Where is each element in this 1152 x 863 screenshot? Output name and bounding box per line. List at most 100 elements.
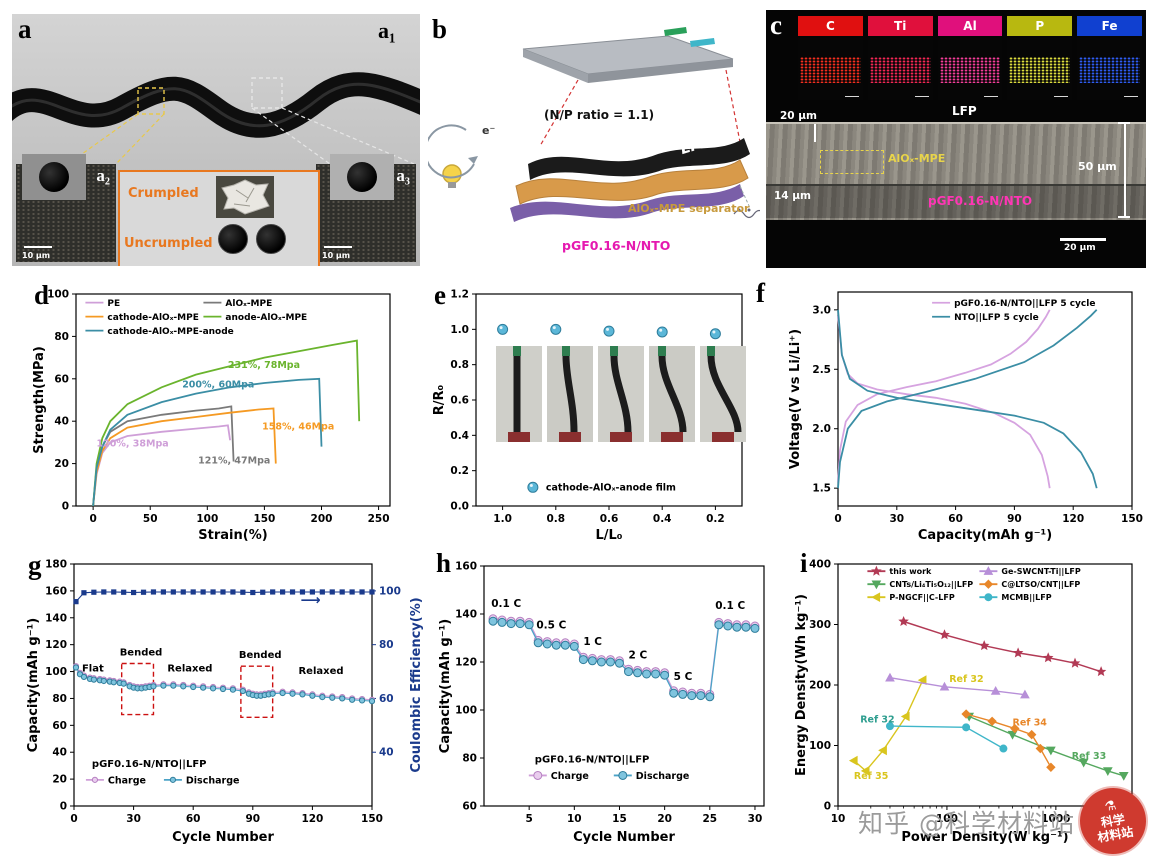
scale-bar (1060, 238, 1106, 241)
panel-f-chart: 0 30 60 90 120 150 1.5 2.0 2.5 3.0 Capacity(mAh g⁻… (786, 284, 1144, 546)
svg-text:2 C: 2 C (629, 649, 648, 661)
svg-text:Capacity(mAh g⁻¹): Capacity(mAh g⁻¹) (438, 619, 453, 753)
svg-text:100: 100 (379, 585, 401, 597)
svg-text:150: 150 (1121, 513, 1143, 525)
separator-label: AlOₓ-MPE separator (628, 202, 750, 215)
crumpled-label: Crumpled (128, 186, 199, 201)
eds-element-label: P (1007, 16, 1073, 36)
svg-text:20: 20 (657, 813, 672, 825)
svg-text:Discharge: Discharge (186, 775, 240, 786)
eds-map-P (1007, 38, 1073, 100)
tab-cyan (690, 38, 715, 47)
svg-text:R/R₀: R/R₀ (432, 384, 447, 415)
twisted-film-illustration (12, 72, 420, 165)
lfp-thickness-label: 20 μm (780, 110, 817, 122)
svg-text:0.1 C: 0.1 C (491, 598, 521, 610)
svg-text:P-NGCF||C-LFP: P-NGCF||C-LFP (889, 593, 954, 602)
svg-text:120: 120 (1062, 513, 1084, 525)
svg-text:30: 30 (126, 813, 141, 825)
panel-f-letter: f (756, 278, 765, 308)
svg-text:160: 160 (45, 585, 67, 597)
svg-text:0.8: 0.8 (450, 359, 469, 371)
svg-text:20: 20 (52, 774, 67, 786)
electron-loop-arrow (428, 124, 475, 179)
svg-text:200%, 60Mpa: 200%, 60Mpa (182, 379, 254, 390)
eds-cell-C: C (798, 16, 863, 100)
svg-text:Voltage(V vs Li/Li⁺): Voltage(V vs Li/Li⁺) (788, 329, 803, 469)
svg-text:0.5 C: 0.5 C (536, 619, 566, 631)
svg-text:0: 0 (89, 513, 96, 525)
svg-text:Relaxed: Relaxed (167, 664, 212, 675)
tab-green (664, 27, 687, 36)
panel-h-chart: 5 10 15 20 25 30 60 80 100 120 140 160 Cycle Number C… (436, 556, 774, 848)
anode-layer (510, 184, 744, 222)
svg-text:250: 250 (368, 513, 390, 525)
svg-text:50: 50 (143, 513, 158, 525)
svg-text:this work: this work (889, 567, 932, 576)
svg-text:2.0: 2.0 (812, 423, 831, 435)
svg-text:0: 0 (824, 801, 831, 813)
total-thickness-label: 50 μm (1078, 160, 1117, 173)
svg-text:⟶: ⟶ (300, 592, 320, 608)
panel-b: b (N/P ratio = 1.1) LFP AlOₓ-MPE separat… (428, 14, 760, 266)
svg-text:MCMB||LFP: MCMB||LFP (1001, 593, 1051, 602)
svg-text:300: 300 (809, 619, 831, 631)
flat-disc (218, 224, 248, 254)
panel-e-chart: 1.0 0.8 0.6 0.4 0.2 0.0 0.2 0.4 0.6 0.8 1.0 1.2 L/L₀… (430, 286, 754, 546)
chart-svg-i: 10100100050000100200300400Power Density(… (794, 559, 1147, 846)
panel-a2-letter: a₂ (96, 166, 110, 185)
svg-text:Flat: Flat (82, 664, 104, 675)
svg-text:Capacity(mAh g⁻¹): Capacity(mAh g⁻¹) (26, 618, 41, 752)
svg-text:100: 100 (196, 513, 218, 525)
svg-text:60: 60 (52, 720, 67, 732)
eds-cell-P: P (1007, 16, 1073, 100)
anode-label: pGF0.16-N/NTO (562, 238, 671, 253)
cross-section-image (766, 122, 1146, 220)
svg-text:Capacity(mAh g⁻¹): Capacity(mAh g⁻¹) (918, 528, 1052, 543)
electron-label: e⁻ (482, 124, 496, 137)
crop-box-right (251, 77, 283, 109)
thickness-tick (814, 124, 816, 142)
scale-bar (24, 245, 52, 248)
svg-text:Bended: Bended (239, 650, 282, 661)
chart-svg-g: 0 30 60 90 120 150 0 20 40 60 80 100 120 140 160 180 40 6… (26, 559, 424, 846)
svg-text:150: 150 (253, 513, 275, 525)
svg-text:80: 80 (52, 693, 67, 705)
panel-b-letter: b (432, 14, 448, 44)
svg-text:120: 120 (455, 657, 477, 669)
svg-text:80: 80 (462, 753, 477, 765)
bending-photo-1 (496, 346, 542, 442)
svg-text:100: 100 (936, 813, 958, 825)
svg-text:Strength(MPa): Strength(MPa) (32, 346, 47, 454)
svg-text:Energy Density(Wh kg⁻¹): Energy Density(Wh kg⁻¹) (794, 594, 809, 776)
svg-text:1.0: 1.0 (450, 324, 469, 336)
eds-element-label: Al (937, 16, 1003, 36)
svg-text:cathode-AlOₓ-MPE: cathode-AlOₓ-MPE (107, 313, 198, 323)
crumple-test-box: Crumpled Uncrumpled (118, 170, 320, 266)
lfp-label: LFP (952, 104, 977, 118)
svg-text:0.6: 0.6 (600, 513, 619, 525)
svg-text:121%, 47Mpa: 121%, 47Mpa (198, 456, 270, 467)
svg-text:140: 140 (45, 612, 67, 624)
eds-element-label: Fe (1077, 16, 1142, 36)
panel-d-letter: d (34, 280, 50, 310)
eds-map-Ti (867, 38, 933, 100)
svg-text:200: 200 (809, 680, 831, 692)
svg-text:30: 30 (748, 813, 763, 825)
panel-g-chart: 0 30 60 90 120 150 0 20 40 60 80 100 120 140 160 180 40 6… (24, 556, 428, 848)
svg-text:Coulombic Efficiency(%): Coulombic Efficiency(%) (409, 597, 424, 772)
svg-text:Ref 35: Ref 35 (854, 771, 888, 782)
svg-text:150: 150 (361, 813, 383, 825)
svg-text:80: 80 (379, 639, 394, 651)
svg-text:cathode-AlOₓ-MPE-anode: cathode-AlOₓ-MPE-anode (107, 327, 233, 337)
eds-cell-Ti: Ti (867, 16, 933, 100)
bending-photo-2 (547, 346, 593, 442)
svg-text:pGF0.16-N/NTO||LFP 5 cycle: pGF0.16-N/NTO||LFP 5 cycle (954, 299, 1095, 309)
eds-element-label: C (798, 16, 863, 36)
anode-layer-shade (766, 186, 1146, 218)
svg-text:Charge: Charge (108, 775, 146, 786)
panel-a1-letter: a₁ (378, 18, 396, 43)
svg-text:0.6: 0.6 (450, 395, 469, 407)
svg-text:5 C: 5 C (674, 671, 693, 683)
electrode-disc (347, 162, 377, 192)
